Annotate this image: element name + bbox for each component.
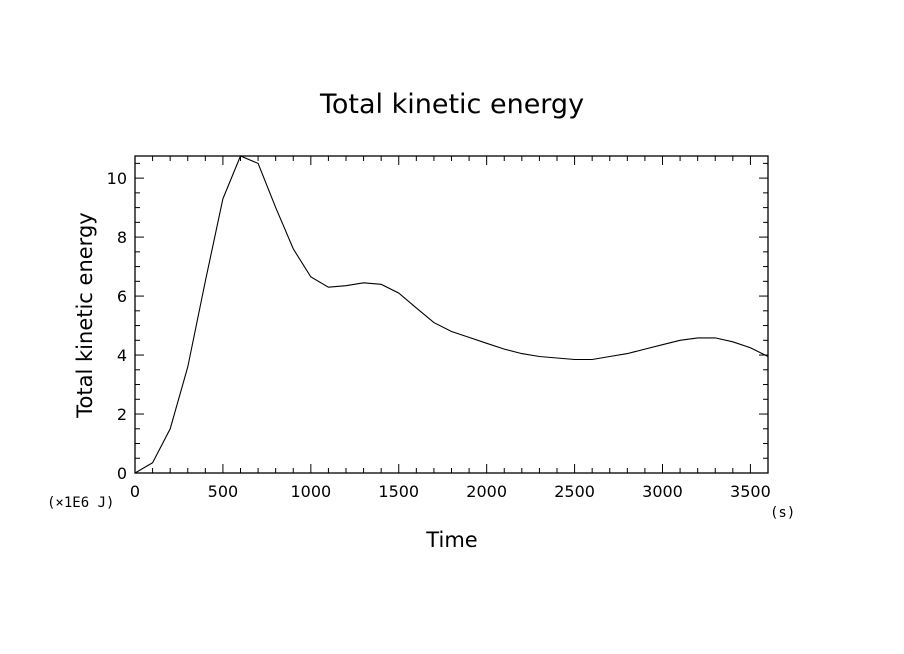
y-tick-label: 4 bbox=[117, 346, 127, 365]
x-tick-label: 3500 bbox=[730, 482, 771, 501]
y-tick-label: 10 bbox=[107, 169, 127, 188]
minor-ticks bbox=[135, 156, 769, 473]
x-tick-label: 2500 bbox=[554, 482, 595, 501]
x-tick-label: 0 bbox=[130, 482, 140, 501]
x-tick-label: 3000 bbox=[642, 482, 683, 501]
x-tick-label: 2000 bbox=[466, 482, 507, 501]
y-tick-label: 0 bbox=[117, 464, 127, 483]
y-unit-label: (×1E6 J) bbox=[47, 495, 114, 511]
chart-title: Total kinetic energy bbox=[319, 89, 584, 120]
x-tick-label: 1000 bbox=[290, 482, 331, 501]
plot-frame bbox=[134, 155, 769, 474]
x-unit-label: (s) bbox=[770, 505, 795, 521]
y-axis-label: Total kinetic energy bbox=[73, 212, 97, 418]
y-tick-label: 6 bbox=[117, 287, 127, 306]
x-tick-label: 500 bbox=[208, 482, 239, 501]
major-ticks bbox=[134, 156, 768, 474]
y-tick-labels: 0 2 4 6 8 10 bbox=[107, 169, 127, 483]
series-layer bbox=[134, 155, 769, 474]
x-tick-label: 1500 bbox=[378, 482, 419, 501]
series-line bbox=[134, 155, 769, 474]
x-tick-labels: 0 500 1000 1500 2000 2500 3000 3500 bbox=[130, 482, 771, 501]
x-axis-label: Time bbox=[425, 528, 477, 552]
y-tick-label: 2 bbox=[117, 405, 127, 424]
y-tick-label: 8 bbox=[117, 228, 127, 247]
